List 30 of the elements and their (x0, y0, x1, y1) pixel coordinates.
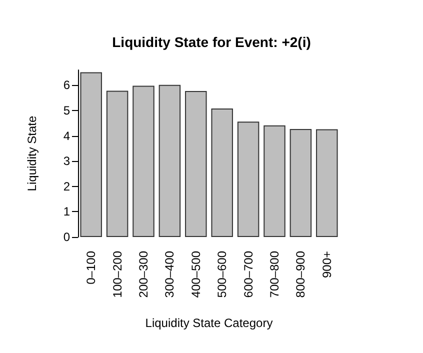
bar (316, 129, 338, 237)
y-tick-label: 5 (63, 103, 70, 118)
x-tick-label: 400–500 (188, 250, 203, 298)
x-tick-label: 200–300 (136, 250, 150, 298)
x-tick-label: 600–700 (241, 250, 256, 298)
bar (132, 86, 154, 237)
bar (211, 108, 233, 237)
x-tick-label: 500–600 (215, 250, 230, 298)
bar (264, 125, 286, 237)
x-tick-label: 0–100 (84, 250, 98, 284)
y-tick-label: 3 (63, 154, 70, 168)
bar (185, 91, 207, 237)
x-axis-title: Liquidity State Category (145, 316, 273, 330)
x-tick-label: 800–900 (294, 250, 308, 298)
x-tick-label: 900+ (320, 251, 334, 278)
y-tick-label: 6 (63, 78, 70, 92)
y-tick-label: 1 (63, 204, 70, 219)
y-tick-label: 0 (63, 230, 70, 244)
bar (158, 84, 181, 237)
y-tick-label: 2 (63, 179, 70, 194)
chart-title: Liquidity State for Event: +2(i) (112, 34, 311, 50)
y-tick-label: 4 (63, 128, 70, 143)
bar (80, 72, 102, 237)
bar (290, 128, 312, 237)
bar (237, 122, 260, 237)
x-tick-label: 100–200 (110, 250, 124, 298)
bar (106, 90, 128, 237)
x-tick-label: 700–800 (268, 250, 282, 298)
x-tick-label: 300–400 (162, 250, 177, 298)
y-axis-title: Liquidity State (25, 115, 39, 192)
